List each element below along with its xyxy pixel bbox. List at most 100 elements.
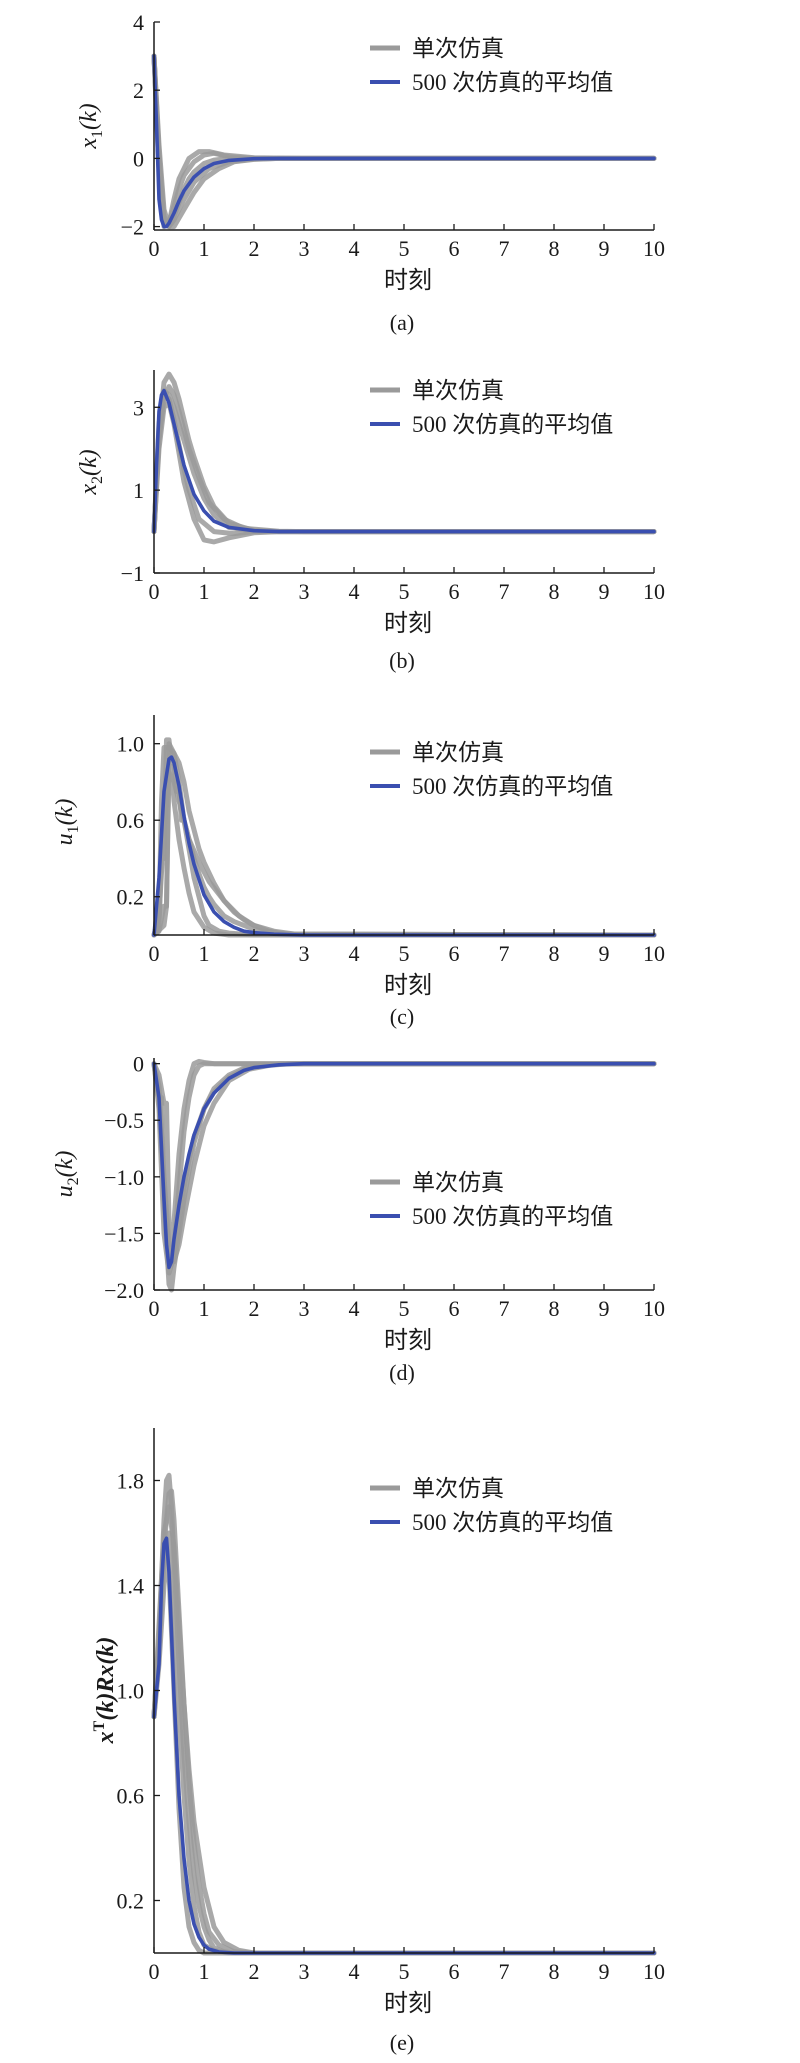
x-axis-label: 时刻 — [384, 1327, 432, 1354]
series-line-mean — [152, 54, 656, 229]
x-tick-label: 3 — [299, 941, 310, 966]
panel-caption: (b) — [389, 648, 415, 673]
x-tick-label: 2 — [249, 236, 260, 261]
y-tick-label: 0 — [133, 1052, 144, 1077]
x-tick-label: 10 — [643, 236, 665, 261]
y-tick-label: 1.0 — [117, 732, 145, 757]
series-line-single — [151, 1504, 657, 1956]
x-tick-label: 6 — [449, 236, 460, 261]
x-tick-label: 10 — [643, 579, 665, 604]
y-tick-label: −0.5 — [104, 1108, 144, 1133]
series-line-single — [151, 1061, 657, 1293]
series-line-single — [151, 1556, 657, 1956]
series-line-single — [151, 769, 657, 938]
x-tick-label: 5 — [399, 941, 410, 966]
legend-label-mean: 500 次仿真的平均值 — [412, 774, 613, 799]
x-tick-label: 1 — [199, 1959, 210, 1984]
x-tick-label: 3 — [299, 1296, 310, 1321]
x-tick-label: 7 — [499, 579, 510, 604]
x-tick-label: 0 — [149, 941, 160, 966]
legend-label-mean: 500 次仿真的平均值 — [412, 70, 613, 95]
x-tick-label: 8 — [549, 1959, 560, 1984]
legend-label-mean: 500 次仿真的平均值 — [412, 1204, 613, 1229]
x-tick-label: 6 — [449, 579, 460, 604]
legend: 单次仿真 500 次仿真的平均值 — [370, 1476, 613, 1535]
x-tick-label: 7 — [499, 1296, 510, 1321]
x-tick-label: 3 — [299, 579, 310, 604]
panel-c: 0 1 2 3 4 5 6 7 8 9 10 1.0 0.6 0.2 时刻 u1(k) 单次仿真 500 次仿真的… — [52, 715, 665, 1029]
series-line-single — [151, 1488, 657, 1956]
panel-caption: (c) — [390, 1004, 414, 1029]
x-axis-label: 时刻 — [384, 267, 432, 294]
y-tick-label: 0 — [133, 146, 144, 171]
y-axis-label: u1(k) — [52, 799, 82, 846]
x-tick-label: 8 — [549, 579, 560, 604]
x-tick-label: 4 — [349, 236, 360, 261]
panel-e: 0 1 2 3 4 5 6 7 8 9 10 1.8 1.4 1.0 0.6 0.2 时刻 xT(k)Rx(k) 单… — [91, 1428, 665, 2055]
panel-caption: (e) — [390, 2030, 414, 2055]
x-tick-label: 1 — [199, 941, 210, 966]
series-line-mean — [152, 1536, 656, 1955]
x-tick-label: 3 — [299, 1959, 310, 1984]
x-tick-label: 1 — [199, 236, 210, 261]
x-tick-label: 10 — [643, 1959, 665, 1984]
legend: 单次仿真 500 次仿真的平均值 — [370, 378, 613, 437]
series-line-single — [151, 384, 657, 535]
series-line-mean — [152, 388, 656, 534]
x-tick-label: 1 — [199, 579, 210, 604]
y-tick-label: 2 — [133, 78, 144, 103]
panel-caption: (a) — [390, 310, 414, 335]
x-tick-label: 5 — [399, 579, 410, 604]
x-tick-label: 4 — [349, 941, 360, 966]
legend-label-single: 单次仿真 — [412, 378, 504, 403]
series-line-single — [151, 1530, 657, 1956]
y-tick-label: 1.8 — [117, 1469, 145, 1494]
series-line-mean — [152, 1061, 656, 1270]
legend: 单次仿真 500 次仿真的平均值 — [370, 740, 613, 799]
y-tick-label: 0.6 — [117, 808, 145, 833]
legend: 单次仿真 500 次仿真的平均值 — [370, 36, 613, 95]
legend-label-single: 单次仿真 — [412, 1476, 504, 1501]
y-axis-label: xT(k)Rx(k) — [91, 1637, 119, 1745]
y-tick-label: 1 — [133, 478, 144, 503]
x-tick-label: 10 — [643, 941, 665, 966]
y-axis-label: u2(k) — [52, 1151, 82, 1198]
x-tick-label: 8 — [549, 941, 560, 966]
x-tick-label: 7 — [499, 941, 510, 966]
x-tick-label: 7 — [499, 236, 510, 261]
x-tick-label: 6 — [449, 1959, 460, 1984]
x-tick-label: 0 — [149, 236, 160, 261]
x-axis-label: 时刻 — [384, 610, 432, 637]
legend: 单次仿真 500 次仿真的平均值 — [370, 1170, 613, 1229]
y-tick-label: −1 — [121, 561, 144, 586]
series-line-mean — [152, 755, 656, 937]
x-tick-label: 5 — [399, 1296, 410, 1321]
x-tick-label: 4 — [349, 579, 360, 604]
series-line-single — [151, 371, 657, 535]
x-tick-label: 5 — [399, 236, 410, 261]
x-tick-label: 8 — [549, 1296, 560, 1321]
y-tick-label: 1.0 — [117, 1679, 145, 1704]
series-line-single — [151, 1472, 657, 1956]
y-tick-label: 0.6 — [117, 1784, 145, 1809]
legend-label-single: 单次仿真 — [412, 36, 504, 61]
y-tick-label: 4 — [133, 10, 144, 35]
y-tick-label: 3 — [133, 395, 144, 420]
y-tick-label: −2 — [121, 215, 144, 240]
y-tick-label: 1.4 — [117, 1574, 145, 1599]
x-tick-label: 10 — [643, 1296, 665, 1321]
y-axis-label: x2(k) — [76, 449, 106, 495]
x-tick-label: 7 — [499, 1959, 510, 1984]
y-tick-label: 0.2 — [117, 885, 145, 910]
x-tick-label: 4 — [349, 1959, 360, 1984]
x-tick-label: 5 — [399, 1959, 410, 1984]
panel-caption: (d) — [389, 1360, 415, 1385]
x-tick-label: 2 — [249, 1296, 260, 1321]
series-line-single — [151, 741, 657, 938]
series-line-single — [151, 1061, 657, 1276]
y-tick-label: −1.5 — [104, 1221, 144, 1246]
x-tick-label: 9 — [599, 579, 610, 604]
x-tick-label: 0 — [149, 579, 160, 604]
